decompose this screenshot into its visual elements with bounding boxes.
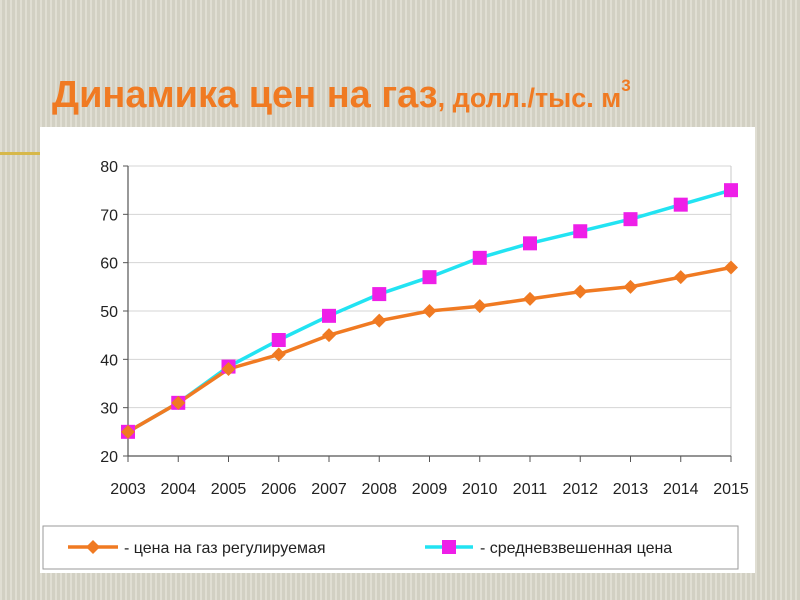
y-tick-label-80: 80 — [100, 159, 118, 176]
chart-title: Динамика цен на газ, долл./тыс. м3 — [52, 74, 631, 117]
chart-title-main: Динамика цен на газ — [52, 74, 438, 116]
series-2-point-2007 — [322, 308, 336, 323]
series-1-point-2015 — [724, 260, 738, 275]
legend-label-2: - средневзвешенная цена — [480, 540, 672, 557]
legend-marker-2 — [442, 540, 456, 554]
x-tick-label-2005: 2005 — [211, 481, 247, 498]
accent-line — [0, 152, 40, 155]
legend-marker-1 — [86, 540, 100, 554]
series-2-point-2009 — [422, 270, 437, 285]
series-2-point-2015 — [724, 183, 738, 198]
series-2-point-2012 — [573, 224, 588, 239]
series-1-point-2009 — [422, 304, 437, 318]
series-2-point-2013 — [623, 212, 638, 227]
series-1-point-2004 — [171, 395, 186, 410]
y-tick-label-70: 70 — [100, 207, 118, 224]
y-tick-label-20: 20 — [100, 449, 118, 466]
series-line-1 — [127, 265, 732, 434]
series-1-point-2014 — [673, 270, 688, 285]
series-1-point-2006 — [271, 347, 286, 362]
series-2-point-2008 — [372, 287, 387, 302]
x-tick-label-2007: 2007 — [311, 481, 347, 498]
x-tick-label-2009: 2009 — [412, 481, 448, 498]
series-1-point-2007 — [322, 328, 336, 343]
x-tick-label-2008: 2008 — [361, 481, 397, 498]
series-1-point-2005 — [221, 362, 236, 376]
series-2-point-2010 — [472, 250, 487, 265]
series-2-point-2011 — [523, 236, 537, 251]
series-1-point-2008 — [372, 313, 387, 328]
series-1-point-2013 — [623, 279, 638, 294]
series-1-point-2012 — [573, 284, 588, 299]
x-tick-label-2003: 2003 — [110, 481, 146, 498]
x-tick-label-2004: 2004 — [160, 481, 196, 498]
legend-box — [42, 525, 739, 570]
chart-panel — [40, 127, 755, 573]
y-tick-label-60: 60 — [100, 256, 118, 273]
series-2-point-2006 — [271, 333, 286, 347]
x-tick-label-2013: 2013 — [613, 481, 649, 498]
series-1-point-2010 — [472, 299, 487, 314]
series-1-point-2011 — [523, 291, 537, 306]
x-tick-label-2015: 2015 — [713, 481, 749, 498]
x-tick-label-2006: 2006 — [261, 481, 297, 498]
x-tick-label-2014: 2014 — [663, 481, 699, 498]
series-1-point-2003 — [121, 424, 135, 439]
y-tick-label-40: 40 — [100, 352, 118, 369]
series-2-point-2014 — [673, 197, 688, 212]
x-tick-label-2012: 2012 — [562, 481, 598, 498]
x-tick-label-2010: 2010 — [462, 481, 498, 498]
x-tick-label-2011: 2011 — [513, 481, 548, 498]
y-tick-label-50: 50 — [100, 304, 118, 321]
y-tick-label-30: 30 — [100, 401, 118, 418]
chart-title-unit: , долл./тыс. м — [437, 83, 622, 113]
legend-label-1: - цена на газ регулируемая — [124, 540, 326, 557]
chart-title-superscript: 3 — [621, 76, 631, 95]
